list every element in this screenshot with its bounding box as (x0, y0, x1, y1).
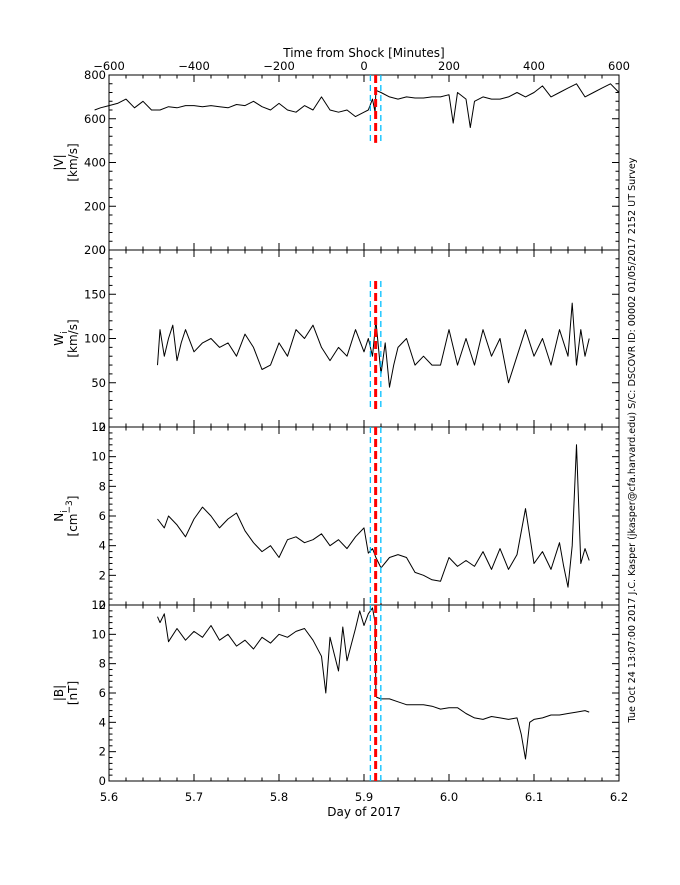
x-tick-label: 5.7 (185, 790, 203, 804)
panel-thermal: 0 50 100 150 200 Wi[km/s] (52, 243, 620, 434)
x-axis-title: Day of 2017 (327, 805, 400, 819)
y-axis-symbol: Ni (52, 510, 70, 522)
y-tick-label: 600 (84, 112, 106, 126)
y-tick-label: 4 (99, 539, 106, 553)
y-tick-label: 200 (84, 199, 106, 213)
panel-field: 0 2 4 6 8 10 12 |B| [nT] (52, 598, 620, 788)
x-tick-label: 6.0 (440, 790, 458, 804)
y-axis-symbol: Wi (52, 331, 70, 345)
y-tick-label: 50 (91, 376, 106, 390)
y-axis-unit: [nT] (66, 681, 80, 705)
y-tick-label: 6 (99, 686, 106, 700)
y-tick-label: 0 (99, 774, 106, 788)
y-axis-label: |V| [km/s] (52, 143, 80, 181)
x-tick-label: 5.6 (100, 790, 118, 804)
y-axis-unit: [km/s] (66, 319, 80, 357)
panel-density: 0 2 4 6 8 10 12 Ni[cm−3] (52, 420, 620, 612)
series-line (157, 607, 590, 760)
y-tick-label: 400 (84, 156, 106, 170)
y-axis-subscript: i (60, 510, 70, 513)
y-tick-label: 2 (99, 745, 106, 759)
y-axis-unit: [cm−3] (65, 496, 80, 537)
x-tick-label: 6.2 (610, 790, 628, 804)
x-tick-label: 5.9 (355, 790, 373, 804)
panel-frame (108, 74, 620, 251)
y-tick-label: 100 (84, 332, 106, 346)
top-axis-title: Time from Shock [Minutes] (282, 46, 444, 60)
y-tick-label: 4 (99, 715, 106, 729)
x-tick-label: 5.8 (270, 790, 288, 804)
top-tick-label: 0 (360, 59, 367, 73)
y-axis-unit-superscript: −3 (65, 500, 75, 513)
y-tick-label: 0 (99, 598, 106, 612)
y-axis-subscript: i (60, 331, 70, 334)
y-axis-unit: [km/s] (66, 143, 80, 181)
y-tick-label: 12 (91, 420, 106, 434)
y-tick-label: 2 (99, 568, 106, 582)
y-axis-unit-tail: ] (66, 496, 80, 501)
series-line (94, 83, 620, 128)
y-tick-label: 8 (99, 657, 106, 671)
top-tick-label: 600 (608, 59, 630, 73)
top-tick-label: −400 (178, 59, 210, 73)
y-tick-label: 200 (84, 243, 106, 257)
top-tick-label: 200 (438, 59, 460, 73)
series-line (157, 302, 590, 388)
y-axis-symbol: |V| (52, 154, 66, 170)
y-tick-label: 0 (99, 243, 106, 257)
y-tick-label: 150 (84, 287, 106, 301)
top-tick-label: 400 (523, 59, 545, 73)
panel-frame (108, 426, 620, 606)
y-tick-label: 10 (91, 627, 106, 641)
y-axis-symbol: |B| (52, 685, 66, 701)
y-tick-label: 10 (91, 450, 106, 464)
y-axis-label: Wi[km/s] (52, 319, 80, 357)
y-tick-label: 800 (84, 68, 106, 82)
side-caption: Tue Oct 24 13:07:00 2017 J.C. Kasper (jk… (627, 157, 638, 723)
panel-frame (108, 604, 620, 782)
x-tick-label: 6.1 (525, 790, 543, 804)
series-line (157, 444, 590, 588)
y-tick-label: 0 (99, 420, 106, 434)
top-tick-label: −200 (263, 59, 295, 73)
y-tick-label: 6 (99, 509, 106, 523)
top-tick-label: −600 (93, 59, 125, 73)
y-tick-label: 8 (99, 479, 106, 493)
y-tick-label: 12 (91, 598, 106, 612)
y-axis-label: |B| [nT] (52, 681, 80, 705)
y-axis-label: Ni[cm−3] (52, 496, 80, 537)
